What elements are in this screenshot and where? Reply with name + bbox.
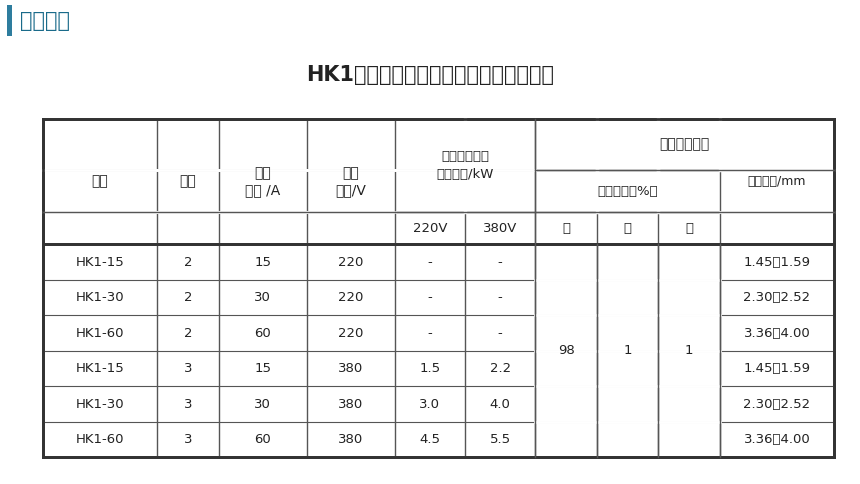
Text: 可控制电动机: 可控制电动机 (441, 150, 489, 163)
Text: HK1-30: HK1-30 (76, 398, 125, 410)
Text: -: - (498, 291, 502, 304)
Text: 60: 60 (255, 433, 271, 446)
Text: HK1-15: HK1-15 (76, 256, 125, 269)
Text: 2: 2 (184, 291, 193, 304)
Text: 最大容量/kW: 最大容量/kW (436, 167, 494, 181)
Text: -: - (427, 291, 433, 304)
Text: 30: 30 (255, 291, 271, 304)
Text: 2: 2 (184, 327, 193, 340)
Text: HK1-30: HK1-30 (76, 291, 125, 304)
Text: 2.30～2.52: 2.30～2.52 (744, 398, 811, 410)
Text: -: - (427, 327, 433, 340)
Text: -: - (498, 327, 502, 340)
Text: 配用熔丝规格: 配用熔丝规格 (660, 137, 710, 151)
Text: 4.0: 4.0 (489, 398, 511, 410)
Text: 380: 380 (338, 362, 363, 375)
Text: 极数: 极数 (180, 175, 196, 188)
Text: 1.45～1.59: 1.45～1.59 (744, 256, 811, 269)
Text: 2: 2 (184, 256, 193, 269)
Text: 15: 15 (255, 362, 271, 375)
Text: 1: 1 (685, 345, 693, 357)
Text: 锡: 锡 (624, 222, 631, 235)
Text: 3.36～4.00: 3.36～4.00 (744, 327, 810, 340)
Text: -: - (498, 256, 502, 269)
Text: 220V: 220V (413, 222, 447, 235)
Text: 问题研讨: 问题研讨 (20, 11, 70, 31)
Text: 1.5: 1.5 (419, 362, 440, 375)
Text: HK1-60: HK1-60 (76, 433, 125, 446)
Text: 60: 60 (255, 327, 271, 340)
Text: 电流 /A: 电流 /A (245, 183, 280, 197)
Text: 220: 220 (338, 327, 364, 340)
Text: 3: 3 (184, 398, 193, 410)
Text: 额定: 额定 (342, 166, 359, 180)
Text: 1.45～1.59: 1.45～1.59 (744, 362, 811, 375)
Text: 型号: 型号 (92, 175, 108, 188)
Text: 2.2: 2.2 (489, 362, 511, 375)
Text: 380: 380 (338, 398, 363, 410)
Text: 220: 220 (338, 291, 364, 304)
Text: 380: 380 (338, 433, 363, 446)
Text: 3.0: 3.0 (420, 398, 440, 410)
Text: 380V: 380V (483, 222, 518, 235)
Text: 5.5: 5.5 (489, 433, 511, 446)
Text: 电压/V: 电压/V (335, 183, 366, 197)
Text: 220: 220 (338, 256, 364, 269)
Text: HK1系列开启式负荷开关的主要技术参数: HK1系列开启式负荷开关的主要技术参数 (306, 65, 554, 85)
Text: HK1-15: HK1-15 (76, 362, 125, 375)
Text: 熔丝成分（%）: 熔丝成分（%） (598, 185, 658, 197)
Text: 2.30～2.52: 2.30～2.52 (744, 291, 811, 304)
Text: 15: 15 (255, 256, 271, 269)
Text: 30: 30 (255, 398, 271, 410)
Text: 3: 3 (184, 433, 193, 446)
Text: 额定: 额定 (255, 166, 271, 180)
Text: 3.36～4.00: 3.36～4.00 (744, 433, 810, 446)
Text: 1: 1 (624, 345, 632, 357)
Text: 锑: 锑 (685, 222, 693, 235)
Text: 3: 3 (184, 362, 193, 375)
Text: -: - (427, 256, 433, 269)
Text: 熔丝线径/mm: 熔丝线径/mm (748, 175, 807, 188)
Text: HK1-60: HK1-60 (76, 327, 125, 340)
Text: 铅: 铅 (562, 222, 570, 235)
Text: 98: 98 (557, 345, 574, 357)
Text: 4.5: 4.5 (420, 433, 440, 446)
